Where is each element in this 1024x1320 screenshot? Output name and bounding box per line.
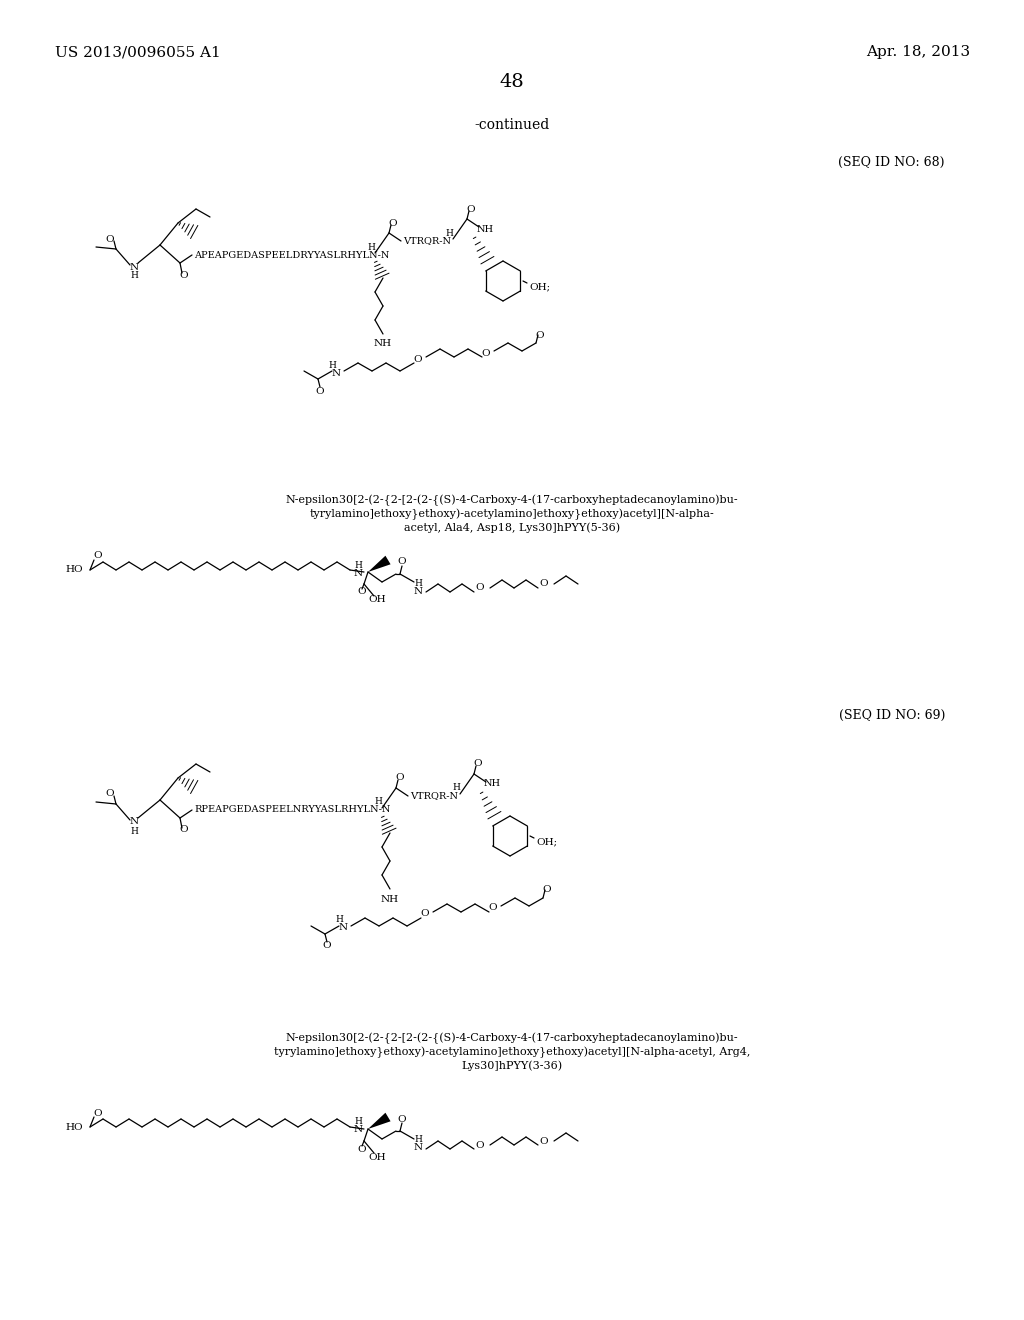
Text: -continued: -continued — [474, 117, 550, 132]
Text: O: O — [540, 579, 548, 589]
Text: NH: NH — [483, 780, 501, 788]
Text: N: N — [414, 586, 423, 595]
Text: US 2013/0096055 A1: US 2013/0096055 A1 — [55, 45, 221, 59]
Text: NH: NH — [476, 224, 494, 234]
Text: 48: 48 — [500, 73, 524, 91]
Text: H: H — [445, 228, 453, 238]
Text: HO: HO — [66, 565, 83, 574]
Text: N: N — [353, 1126, 362, 1134]
Text: O: O — [488, 903, 498, 912]
Text: O: O — [389, 219, 397, 227]
Text: O: O — [315, 387, 325, 396]
Text: O: O — [536, 330, 545, 339]
Text: H: H — [414, 1135, 422, 1144]
Text: N: N — [339, 924, 347, 932]
Text: tyrylamino]ethoxy}ethoxy)-acetylamino]ethoxy}ethoxy)acetyl][N-alpha-: tyrylamino]ethoxy}ethoxy)-acetylamino]et… — [309, 508, 715, 520]
Text: HO: HO — [66, 1122, 83, 1131]
Text: O: O — [323, 941, 332, 950]
Text: H: H — [354, 561, 361, 569]
Polygon shape — [368, 1113, 390, 1129]
Text: O: O — [395, 774, 404, 783]
Text: N: N — [414, 1143, 423, 1152]
Text: H: H — [452, 784, 460, 792]
Text: H: H — [414, 578, 422, 587]
Text: NH: NH — [374, 339, 392, 348]
Text: acetyl, Ala4, Asp18, Lys30]hPYY(5-36): acetyl, Ala4, Asp18, Lys30]hPYY(5-36) — [403, 523, 621, 533]
Text: O: O — [474, 759, 482, 768]
Text: O: O — [93, 1109, 102, 1118]
Text: O: O — [476, 1140, 484, 1150]
Text: N: N — [129, 263, 138, 272]
Polygon shape — [368, 556, 390, 572]
Text: O: O — [179, 271, 188, 280]
Text: (SEQ ID NO: 69): (SEQ ID NO: 69) — [839, 709, 945, 722]
Text: H: H — [367, 243, 375, 252]
Text: O: O — [414, 355, 422, 363]
Text: N-epsilon30[2-(2-{2-[2-(2-{(S)-4-Carboxy-4-(17-carboxyheptadecanoylamino)bu-: N-epsilon30[2-(2-{2-[2-(2-{(S)-4-Carboxy… — [286, 1032, 738, 1044]
Text: N: N — [129, 817, 138, 826]
Text: H: H — [130, 826, 138, 836]
Text: O: O — [93, 552, 102, 561]
Text: Lys30]hPYY(3-36): Lys30]hPYY(3-36) — [462, 1061, 562, 1072]
Text: O: O — [540, 1137, 548, 1146]
Text: O: O — [105, 235, 115, 243]
Text: (SEQ ID NO: 68): (SEQ ID NO: 68) — [839, 156, 945, 169]
Text: N: N — [353, 569, 362, 578]
Text: O: O — [543, 886, 551, 895]
Text: O: O — [397, 1114, 407, 1123]
Text: H: H — [335, 916, 343, 924]
Text: H: H — [130, 272, 138, 281]
Text: O: O — [421, 909, 429, 919]
Text: Apr. 18, 2013: Apr. 18, 2013 — [866, 45, 970, 59]
Text: H: H — [374, 797, 382, 807]
Text: OH: OH — [369, 595, 386, 605]
Text: N: N — [332, 368, 341, 378]
Text: O: O — [357, 1144, 367, 1154]
Text: OH;: OH; — [529, 282, 550, 292]
Text: APEAPGEDASPEELDRYYASLRHYLN-N: APEAPGEDASPEELDRYYASLRHYLN-N — [194, 251, 389, 260]
Text: N-epsilon30[2-(2-{2-[2-(2-{(S)-4-Carboxy-4-(17-carboxyheptadecanoylamino)bu-: N-epsilon30[2-(2-{2-[2-(2-{(S)-4-Carboxy… — [286, 494, 738, 506]
Text: VTRQR-N: VTRQR-N — [410, 792, 458, 800]
Text: O: O — [397, 557, 407, 566]
Text: VTRQR-N: VTRQR-N — [403, 236, 451, 246]
Text: NH: NH — [381, 895, 399, 903]
Text: O: O — [357, 587, 367, 597]
Text: O: O — [467, 205, 475, 214]
Text: RPEAPGEDASPEELNRYYASLRHYLN-N: RPEAPGEDASPEELNRYYASLRHYLN-N — [194, 805, 390, 814]
Text: O: O — [476, 583, 484, 593]
Text: O: O — [481, 348, 490, 358]
Text: O: O — [105, 789, 115, 799]
Text: tyrylamino]ethoxy}ethoxy)-acetylamino]ethoxy}ethoxy)acetyl][N-alpha-acetyl, Arg4: tyrylamino]ethoxy}ethoxy)-acetylamino]et… — [273, 1047, 751, 1057]
Text: H: H — [354, 1118, 361, 1126]
Text: O: O — [179, 825, 188, 834]
Text: H: H — [328, 360, 336, 370]
Text: OH: OH — [369, 1152, 386, 1162]
Text: OH;: OH; — [536, 837, 557, 846]
